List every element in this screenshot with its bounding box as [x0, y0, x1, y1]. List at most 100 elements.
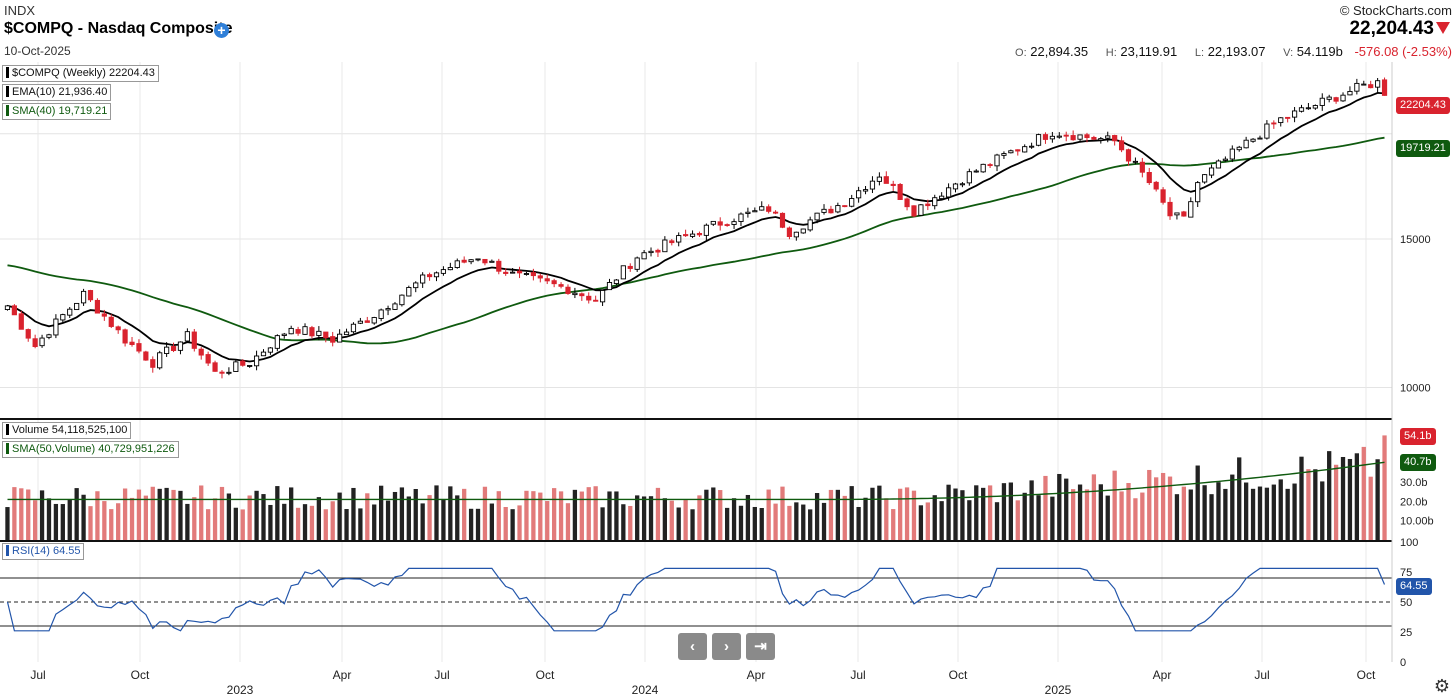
- x-axis-label: Jul: [30, 668, 45, 682]
- jump-to-end-button[interactable]: ⇥: [746, 633, 775, 660]
- volume-bar: [641, 496, 647, 540]
- volume-bar: [1050, 496, 1055, 540]
- volume-bar: [365, 493, 370, 540]
- candle-body: [1188, 201, 1194, 218]
- candle-body: [295, 329, 301, 334]
- symbol-title[interactable]: $COMPQ - Nasdaq Composite: [4, 20, 233, 37]
- candle-body: [883, 176, 889, 184]
- candle-body: [240, 360, 246, 366]
- candle-body: [219, 371, 225, 374]
- candle-body: [1091, 136, 1097, 140]
- candle-body: [1146, 172, 1152, 184]
- candle-body: [1347, 90, 1353, 96]
- price-tick-label: 15000: [1400, 234, 1431, 246]
- candle-body: [426, 274, 433, 278]
- candle-body: [205, 354, 211, 364]
- volume-bar: [994, 502, 1000, 540]
- volume-tick-label: 10.00b: [1400, 516, 1434, 528]
- candle-body: [46, 334, 52, 338]
- rsi-tick-label: 100: [1400, 537, 1418, 549]
- volume-bar: [392, 491, 398, 540]
- candle-body: [683, 234, 689, 237]
- candle-body: [641, 252, 647, 260]
- volume-bar: [205, 509, 211, 540]
- volume-sma-legend: SMA(50,Volume) 40,729,951,226: [2, 441, 179, 458]
- gear-icon[interactable]: ⚙: [1433, 676, 1450, 696]
- volume-bar: [828, 489, 834, 540]
- candle-body: [662, 239, 668, 253]
- volume-bar: [1382, 435, 1387, 540]
- candle-body: [911, 205, 917, 217]
- volume-bar: [849, 486, 854, 540]
- candle-body: [897, 184, 903, 200]
- volume-bar: [794, 502, 799, 540]
- candle-body: [157, 352, 163, 369]
- volume-bar: [628, 505, 633, 540]
- candle-body: [724, 224, 730, 227]
- candle-body: [1285, 116, 1291, 119]
- volume-bar: [5, 507, 10, 540]
- volume-bar: [1209, 494, 1214, 540]
- volume-bar: [1278, 479, 1283, 540]
- volume-bar: [1292, 483, 1297, 540]
- volume-bar: [1119, 491, 1124, 540]
- volume-bar: [1243, 482, 1249, 540]
- candle-body: [1215, 160, 1222, 169]
- volume-bar: [1320, 481, 1325, 540]
- volume-axis: 30.0b 20.0b 10.00b: [1400, 477, 1434, 528]
- candle-body: [925, 203, 931, 207]
- chart-canvas[interactable]: 10000 15000 30.0b 20.0b 10.00b 0 25 50 75 100 J…: [0, 62, 1456, 700]
- prev-button[interactable]: ‹: [678, 633, 707, 660]
- candle-body: [558, 284, 564, 287]
- rsi-tick-label: 25: [1400, 627, 1412, 639]
- volume-bar: [586, 487, 591, 540]
- volume-bar: [1112, 470, 1117, 540]
- candle-body: [510, 271, 516, 274]
- candle-body: [862, 189, 869, 192]
- price-legend: $COMPQ (Weekly) 22204.43: [2, 65, 159, 82]
- volume-bar: [39, 490, 45, 540]
- volume-bar: [399, 487, 405, 540]
- candle-body: [1160, 189, 1166, 203]
- volume-bar: [1064, 478, 1069, 540]
- price-tag: 22204.43: [1396, 97, 1450, 114]
- rsi-tick-label: 50: [1400, 597, 1412, 609]
- volume-bar: [718, 490, 723, 540]
- last-price: 22,204.43: [1349, 18, 1434, 39]
- volume-bar: [1181, 486, 1187, 540]
- next-button[interactable]: ›: [712, 633, 741, 660]
- add-symbol-icon[interactable]: +: [214, 23, 229, 38]
- candle-body: [994, 154, 1000, 167]
- candle-body: [1368, 84, 1374, 89]
- volume-bar: [579, 491, 584, 540]
- ema-legend: EMA(10) 21,936.40: [2, 84, 112, 101]
- volume-bar: [199, 485, 204, 540]
- panel-borders: [0, 62, 1393, 662]
- volume-bar: [614, 491, 619, 540]
- candle-body: [392, 303, 398, 310]
- high-value: 23,119.91: [1120, 44, 1178, 59]
- volume-bar: [109, 509, 114, 540]
- volume-bar: [808, 509, 813, 540]
- candle-body: [461, 259, 467, 263]
- volume-bar: [413, 488, 418, 540]
- candle-body: [1084, 134, 1090, 139]
- volume-bar: [745, 494, 751, 540]
- volume-bar: [960, 490, 965, 540]
- volume-bar: [635, 495, 640, 540]
- candle-body: [337, 333, 343, 343]
- candle-body: [849, 198, 855, 207]
- volume-bar: [1154, 477, 1159, 540]
- volume-bar: [1022, 492, 1027, 540]
- volume-bar: [904, 487, 910, 540]
- candle-body: [593, 299, 599, 302]
- candle-body: [198, 348, 204, 356]
- volume-bar: [891, 509, 896, 540]
- candle-body: [828, 208, 834, 214]
- brand-label[interactable]: © StockCharts.com: [1339, 3, 1452, 18]
- candle-body: [648, 250, 654, 254]
- candle-body: [544, 278, 550, 282]
- volume-bar: [330, 501, 335, 540]
- volume-bar: [482, 486, 488, 540]
- volume-bar: [801, 504, 806, 540]
